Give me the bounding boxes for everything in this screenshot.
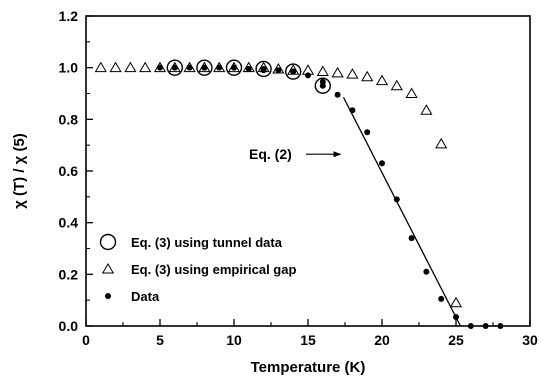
data-point <box>375 74 389 86</box>
data-point <box>124 61 137 73</box>
data-point <box>245 65 252 72</box>
data-point <box>290 68 297 75</box>
data-point <box>449 296 463 308</box>
data-point <box>316 65 329 77</box>
data-point <box>94 61 107 73</box>
x-tick-label: 15 <box>300 332 316 348</box>
data-point <box>361 70 374 82</box>
data-point <box>405 87 418 98</box>
annotation-label: Eq. (2) <box>249 146 292 162</box>
x-tick-label: 25 <box>448 332 464 348</box>
legend-marker <box>105 293 111 299</box>
y-tick-label: 0.6 <box>59 163 79 179</box>
legend-label: Eq. (3) using empirical gap <box>131 262 296 277</box>
plot-frame <box>85 15 531 327</box>
data-layer <box>94 59 504 329</box>
annotations: Eq. (2) <box>249 146 342 162</box>
data-point <box>196 59 213 76</box>
data-point <box>109 61 122 73</box>
data-point <box>255 60 272 78</box>
data-point <box>334 91 341 98</box>
data-point <box>346 68 359 79</box>
y-axis-title: χ (T) / χ (5) <box>11 133 28 209</box>
x-tick-label: 30 <box>522 332 538 348</box>
y-tick-label: 1.0 <box>59 60 79 76</box>
data-point <box>225 59 243 76</box>
axis-ticks: 0 5 10 15 20 25 30 0.0 0.2 0.4 0.6 0.8 1.0 1.2 <box>59 8 538 348</box>
y-tick-label: 0.2 <box>59 266 79 282</box>
data-point <box>171 64 178 71</box>
x-tick-label: 0 <box>82 332 90 348</box>
y-tick-label: 0.4 <box>59 215 79 231</box>
legend-marker <box>99 233 117 251</box>
data-point <box>139 61 152 73</box>
data-point <box>420 104 433 115</box>
data-point <box>186 64 193 71</box>
legend-label: Eq. (3) using tunnel data <box>131 235 283 250</box>
y-tick-label: 1.2 <box>59 8 79 24</box>
data-point <box>319 78 326 85</box>
data-point <box>305 72 311 79</box>
legend-label: Data <box>131 289 160 304</box>
data-point <box>408 235 415 242</box>
data-point <box>423 268 430 275</box>
legend-marker <box>101 263 115 274</box>
data-point <box>390 79 403 91</box>
legend: Eq. (3) using tunnel data Eq. (3) using e… <box>99 233 296 304</box>
x-axis-title: Temperature (K) <box>251 359 366 376</box>
y-tick-label: 0.8 <box>59 111 79 127</box>
data-point <box>201 64 208 71</box>
annotation-arrow-head <box>333 151 342 158</box>
data-point <box>157 64 163 71</box>
x-tick-label: 5 <box>156 332 164 348</box>
x-tick-label: 10 <box>226 332 242 348</box>
data-point <box>166 59 184 76</box>
data-point <box>467 323 474 329</box>
data-point <box>314 77 331 94</box>
data-point <box>285 63 302 80</box>
data-point <box>379 160 385 167</box>
data-point <box>231 64 237 71</box>
data-point <box>216 64 223 71</box>
data-point <box>364 129 371 136</box>
series-2 <box>157 64 504 329</box>
data-point <box>435 137 448 149</box>
data-point <box>482 323 489 329</box>
series-line <box>342 97 462 327</box>
y-tick-label: 0.0 <box>59 318 79 334</box>
data-point <box>260 67 267 74</box>
x-tick-label: 20 <box>374 332 390 348</box>
data-point <box>438 295 445 302</box>
series-3 <box>342 97 462 327</box>
data-point <box>331 66 344 78</box>
data-point <box>275 67 282 74</box>
data-point <box>497 323 504 329</box>
